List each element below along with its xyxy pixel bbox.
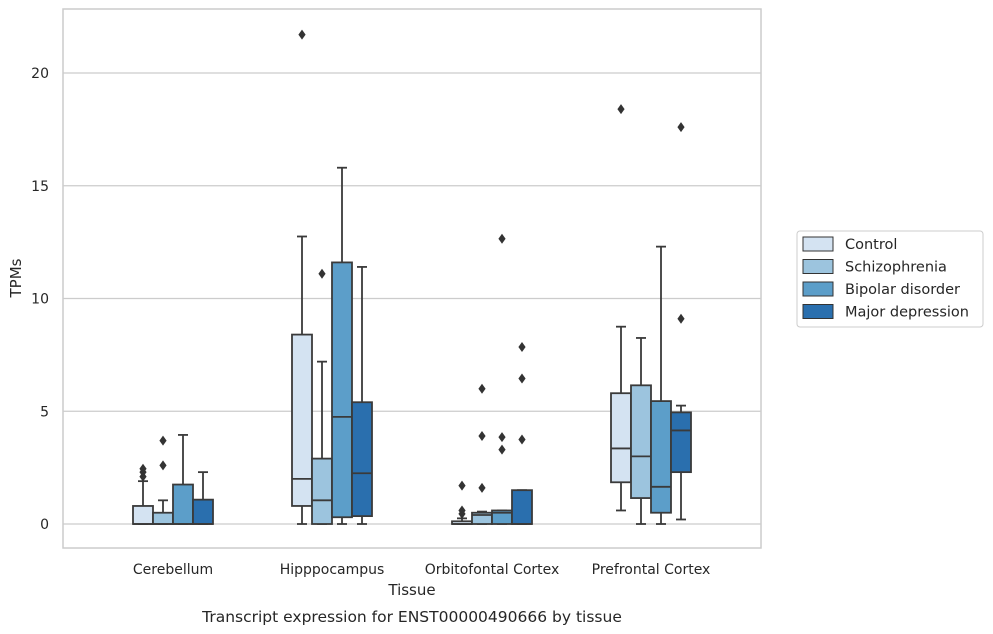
box-group [152,435,174,525]
outlier-point [518,341,526,352]
x-tick-label: Cerebellum [133,562,213,578]
legend-label: Bipolar disorder [845,282,960,298]
outlier-point [478,482,486,493]
box [291,333,313,507]
box-group [511,341,533,525]
y-axis-label: TPMs [7,258,25,298]
outlier-point [318,268,326,279]
box [650,400,672,514]
y-tick-labels: 0 5 10 15 20 [31,66,49,533]
box-group [291,29,313,525]
box [610,392,632,484]
box-group [331,166,353,525]
box-group [451,480,473,525]
x-tick-label: Hipppocampus [280,562,385,578]
y-tick-label: 0 [40,517,49,533]
box [311,457,333,525]
legend-swatch [802,281,834,297]
outlier-point [617,104,625,115]
outlier-point [478,383,486,394]
outlier-point [458,505,466,516]
box [132,505,154,525]
box-group [132,463,154,525]
x-tick-label: Prefrontal Cortex [592,562,711,578]
legend-swatch [802,259,834,274]
legend-label: Major depression [845,305,969,321]
y-tick-label: 5 [40,404,49,420]
box-group [351,266,373,525]
legend-label: Control [845,237,897,253]
box [630,384,652,499]
outlier-point [518,373,526,384]
box [351,401,373,518]
x-tick-label: Orbitofontal Cortex [425,562,560,578]
legend-label: Schizophrenia [845,260,947,276]
outlier-point [677,122,685,133]
outlier-point [498,444,506,455]
outlier-point [677,313,685,324]
boxes-layer [132,29,692,525]
outlier-point [458,480,466,491]
outlier-point [498,432,506,443]
box [152,511,174,525]
legend-swatch [802,304,834,319]
legend-swatch [802,236,834,252]
x-tick-labels: Cerebellum Hipppocampus Orbitofontal Corte… [133,562,710,578]
x-axis-label: Tissue [387,581,435,599]
outlier-point [159,435,167,446]
outlier-point [159,460,167,471]
box [192,498,214,525]
box [511,489,533,525]
outlier-point [139,463,147,474]
chart-caption: Transcript expression for ENST0000049066… [201,608,622,626]
box [172,483,194,525]
y-tick-label: 10 [31,292,49,308]
outlier-point [298,29,306,40]
box [331,261,353,519]
outlier-point [498,233,506,244]
outlier-point [478,431,486,442]
box-group [192,471,214,525]
y-tick-label: 20 [31,66,49,82]
box-group [471,383,493,525]
outlier-point [518,434,526,445]
y-tick-label: 15 [31,179,49,195]
box [670,411,692,474]
box-group [670,122,692,521]
box-group [491,233,513,525]
legend: Control Schizophrenia Bipolar disorder Majo… [796,230,984,328]
legend-frame [796,230,984,328]
